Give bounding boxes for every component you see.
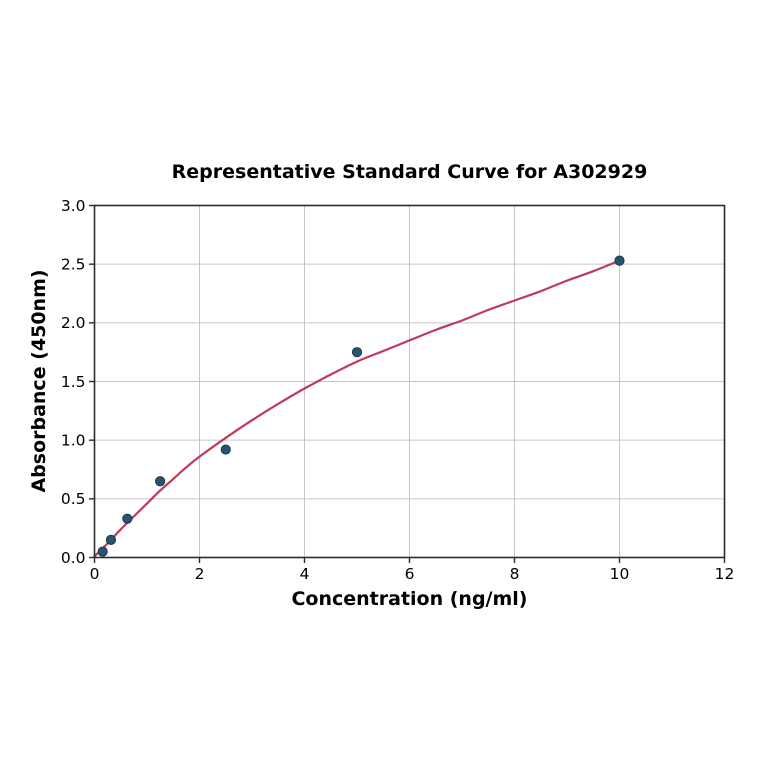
data-point (614, 255, 625, 266)
y-tick-label: 3.0 (61, 197, 86, 215)
x-tick-label: 12 (715, 565, 735, 583)
y-tick-label: 0.5 (61, 490, 86, 508)
x-tick-label: 0 (90, 565, 100, 583)
y-tick-label: 0.0 (61, 549, 86, 567)
data-point (155, 476, 166, 487)
x-tick-label: 2 (195, 565, 205, 583)
x-tick-label: 8 (510, 565, 520, 583)
y-tick-label: 1.0 (61, 431, 86, 449)
data-point (97, 546, 108, 557)
x-tick-label: 4 (300, 565, 310, 583)
y-tick-label: 2.0 (61, 314, 86, 332)
fit-curve-line (93, 259, 621, 558)
chart-title: Representative Standard Curve for A30292… (171, 161, 648, 183)
y-axis-label: Absorbance (450nm) (28, 269, 50, 493)
x-tick-label: 6 (405, 565, 415, 583)
data-point (105, 534, 117, 546)
y-tick-label: 1.5 (61, 373, 86, 391)
data-point (220, 444, 231, 455)
x-tick-label: 10 (610, 565, 630, 583)
data-point (122, 513, 133, 524)
x-axis-label: Concentration (ng/ml) (291, 588, 528, 610)
y-tick-label: 2.5 (61, 255, 86, 273)
data-point (351, 347, 363, 358)
